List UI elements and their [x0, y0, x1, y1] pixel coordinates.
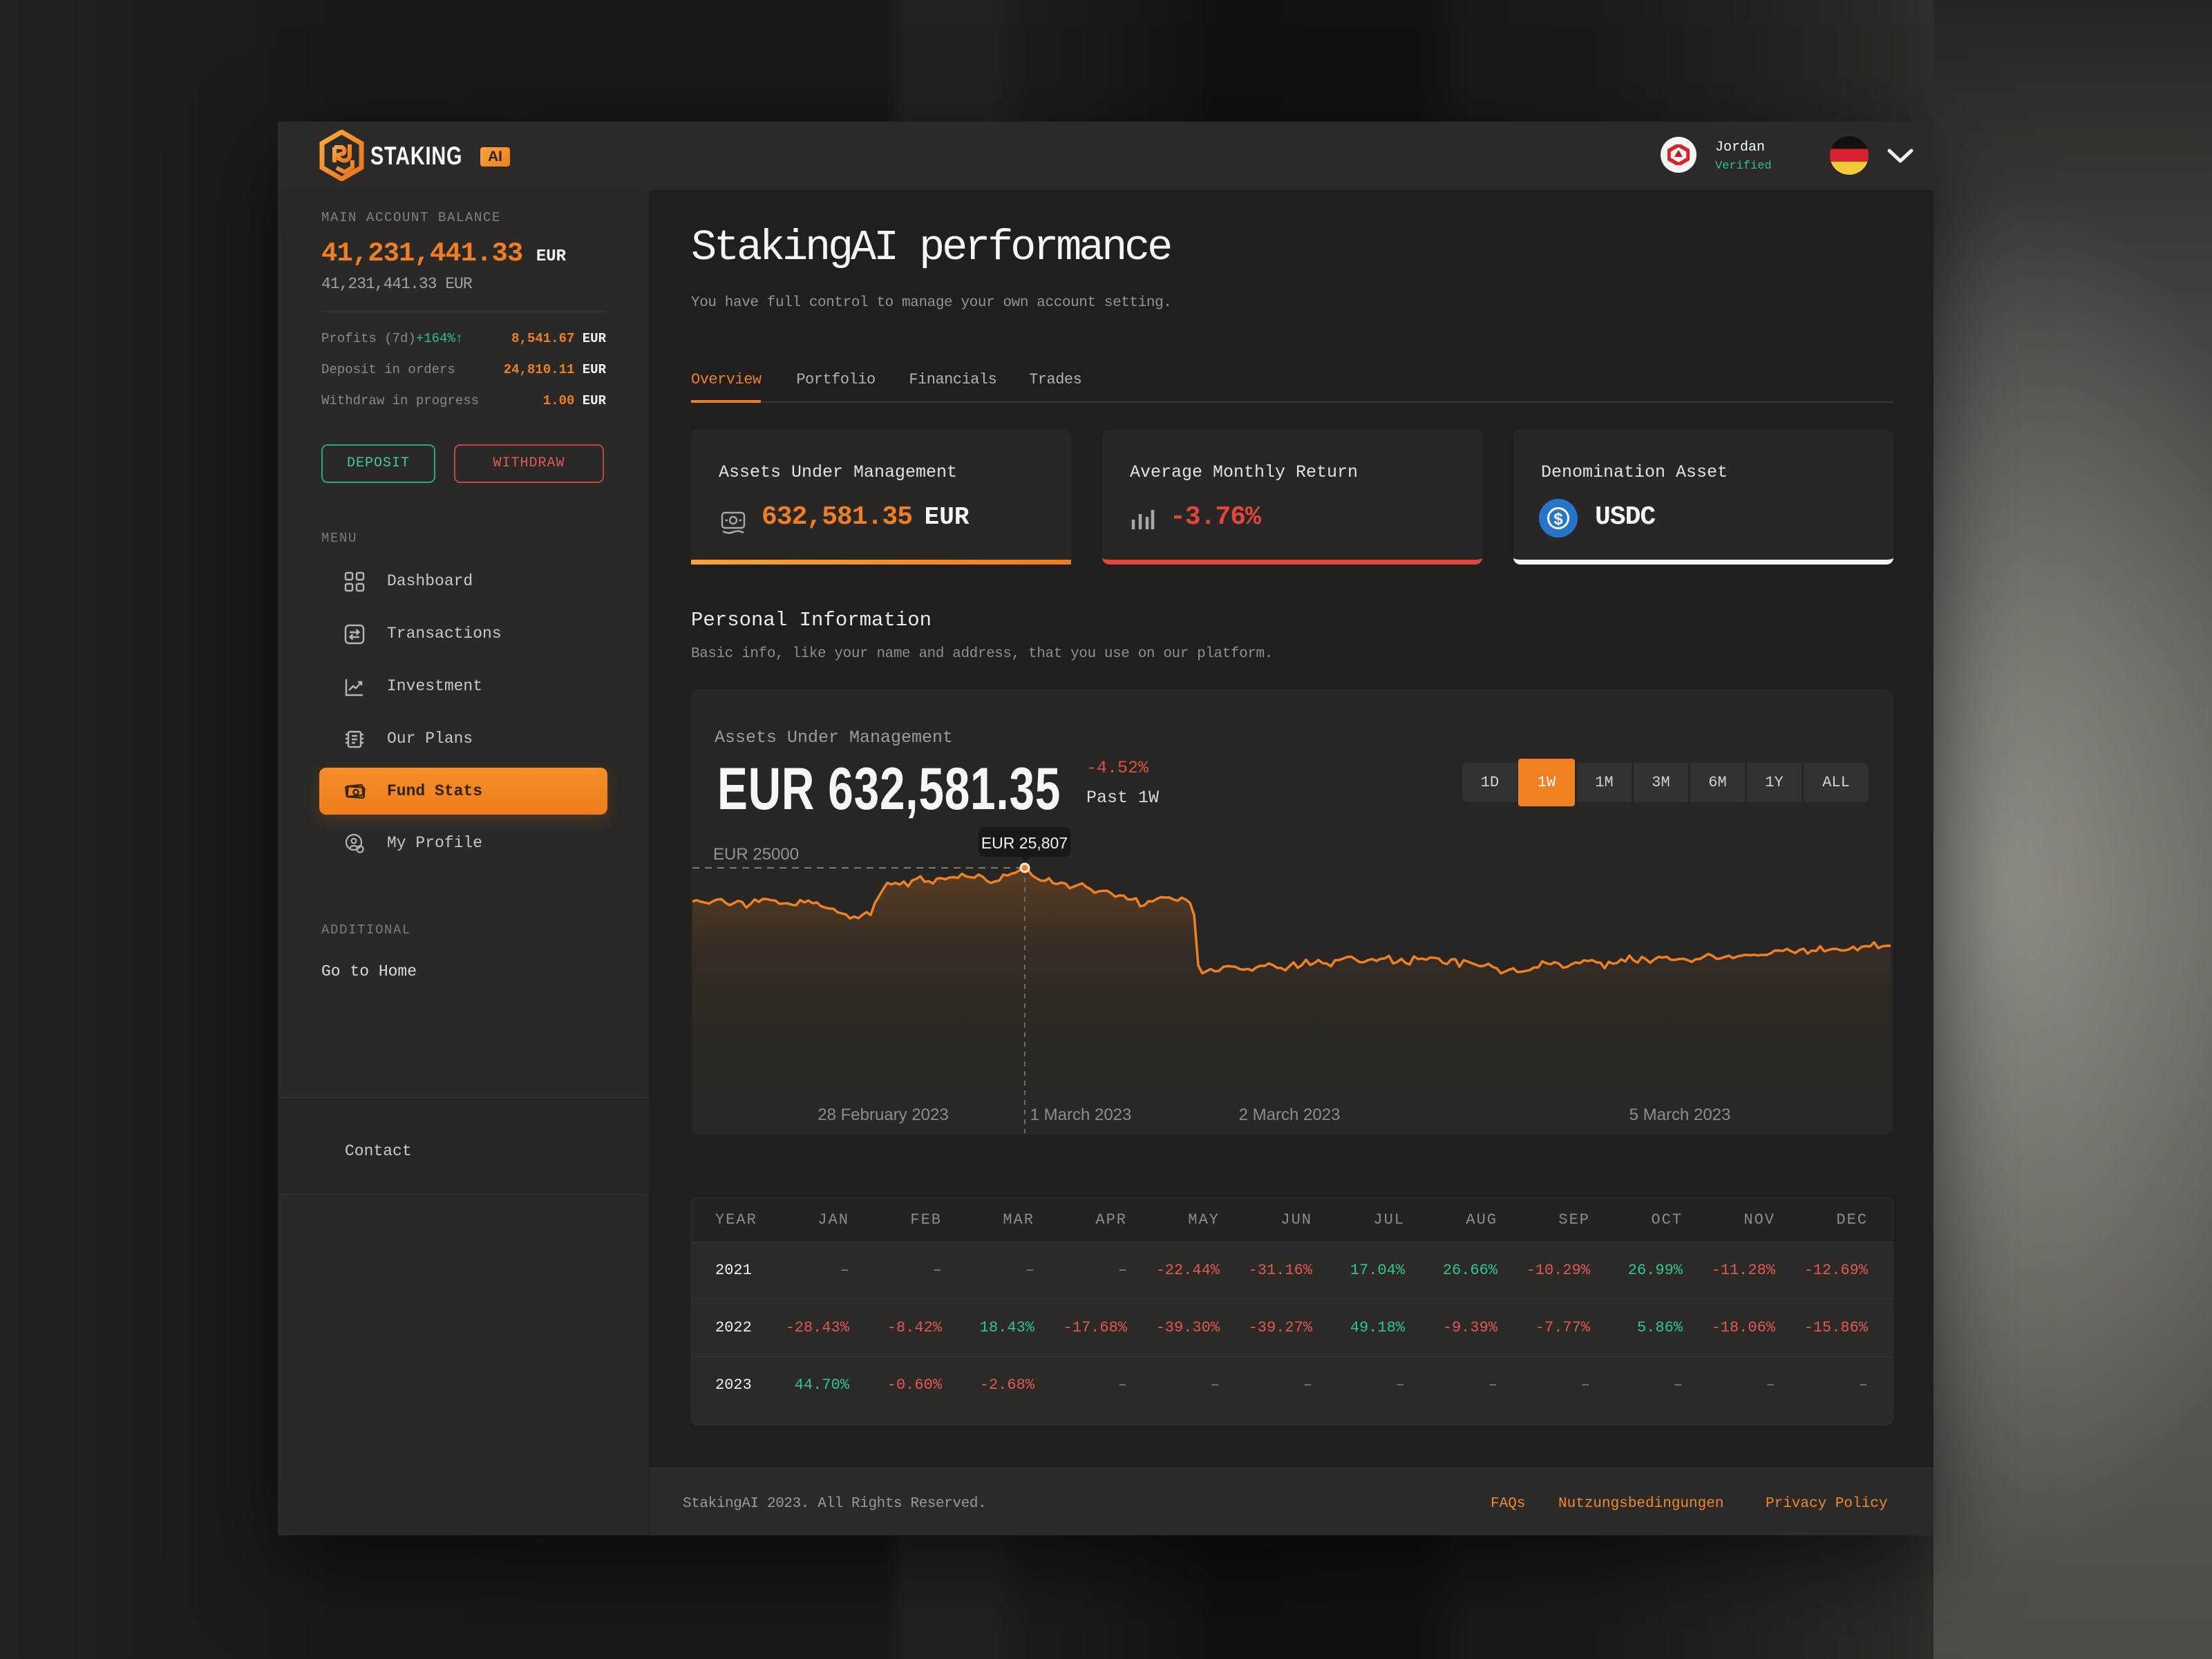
svg-text:$: $ — [1553, 510, 1563, 529]
